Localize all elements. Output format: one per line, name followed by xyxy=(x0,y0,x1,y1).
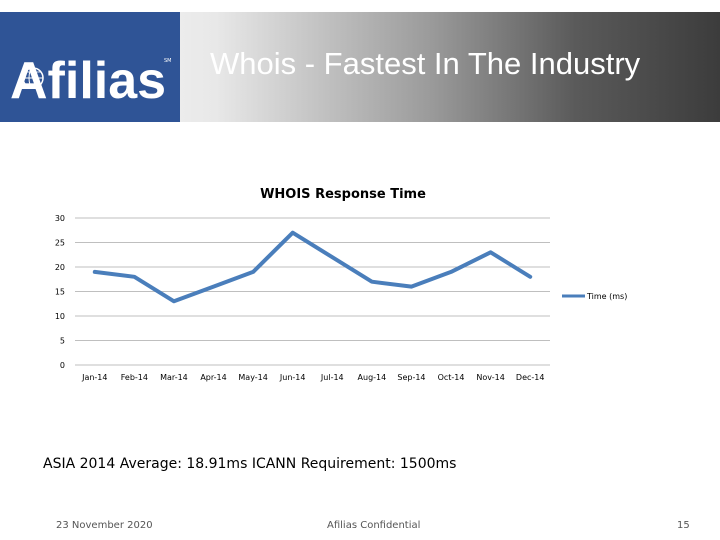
x-axis-ticks: Jan-14 Feb-14 Mar-14 Apr-14 May-14 Jun-14 Jul-… xyxy=(81,373,544,382)
y-axis-ticks: 0 5 10 15 20 25 30 xyxy=(55,214,65,370)
x-tick-label: Apr-14 xyxy=(200,373,226,382)
chart-title: WHOIS Response Time xyxy=(260,187,426,202)
y-tick-label: 30 xyxy=(55,214,65,223)
globe-icon xyxy=(22,67,44,89)
data-point xyxy=(409,285,413,289)
data-point xyxy=(172,299,176,303)
data-point xyxy=(370,280,374,284)
y-tick-label: 0 xyxy=(60,361,65,370)
x-tick-label: May-14 xyxy=(238,373,267,382)
data-point xyxy=(93,270,97,274)
gridlines xyxy=(75,217,550,366)
logo: Afilias SM xyxy=(0,12,180,122)
x-tick-label: Jan-14 xyxy=(81,373,107,382)
page-number: 15 xyxy=(677,520,690,531)
afilias-logo-icon: Afilias SM xyxy=(10,52,172,108)
series-time-ms xyxy=(92,230,533,304)
x-tick-label: Nov-14 xyxy=(476,373,504,382)
data-point xyxy=(132,275,136,279)
footer-date: 23 November 2020 xyxy=(56,520,153,531)
footer-confidential: Afilias Confidential xyxy=(327,520,421,531)
x-tick-label: Jul-14 xyxy=(320,373,344,382)
data-point xyxy=(489,250,493,254)
x-tick-label: Sep-14 xyxy=(397,373,425,382)
x-tick-label: Jun-14 xyxy=(279,373,306,382)
legend: Time (ms) xyxy=(562,292,627,301)
x-tick-label: Feb-14 xyxy=(121,373,148,382)
data-point xyxy=(330,255,334,259)
x-tick-label: Oct-14 xyxy=(438,373,465,382)
whois-chart: WHOIS Response Time 0 5 10 15 20 25 30 Jan-14 F… xyxy=(55,187,628,382)
y-tick-label: 20 xyxy=(55,263,65,272)
y-tick-label: 10 xyxy=(55,312,65,321)
y-tick-label: 15 xyxy=(55,288,65,297)
slide-title: Whois - Fastest In The Industry xyxy=(210,46,641,81)
data-point xyxy=(528,275,532,279)
logo-mark: SM xyxy=(164,58,172,64)
data-point xyxy=(291,231,295,235)
data-point xyxy=(251,270,255,274)
x-tick-label: Dec-14 xyxy=(516,373,545,382)
logo-text: Afilias xyxy=(10,52,166,108)
series-line xyxy=(92,230,533,304)
data-point xyxy=(449,270,453,274)
y-tick-label: 25 xyxy=(55,239,65,248)
legend-label: Time (ms) xyxy=(586,292,627,301)
x-tick-label: Mar-14 xyxy=(160,373,188,382)
x-tick-label: Aug-14 xyxy=(358,373,387,382)
average-note: ASIA 2014 Average: 18.91ms ICANN Require… xyxy=(43,456,457,472)
data-point xyxy=(212,285,216,289)
y-tick-label: 5 xyxy=(60,337,65,346)
